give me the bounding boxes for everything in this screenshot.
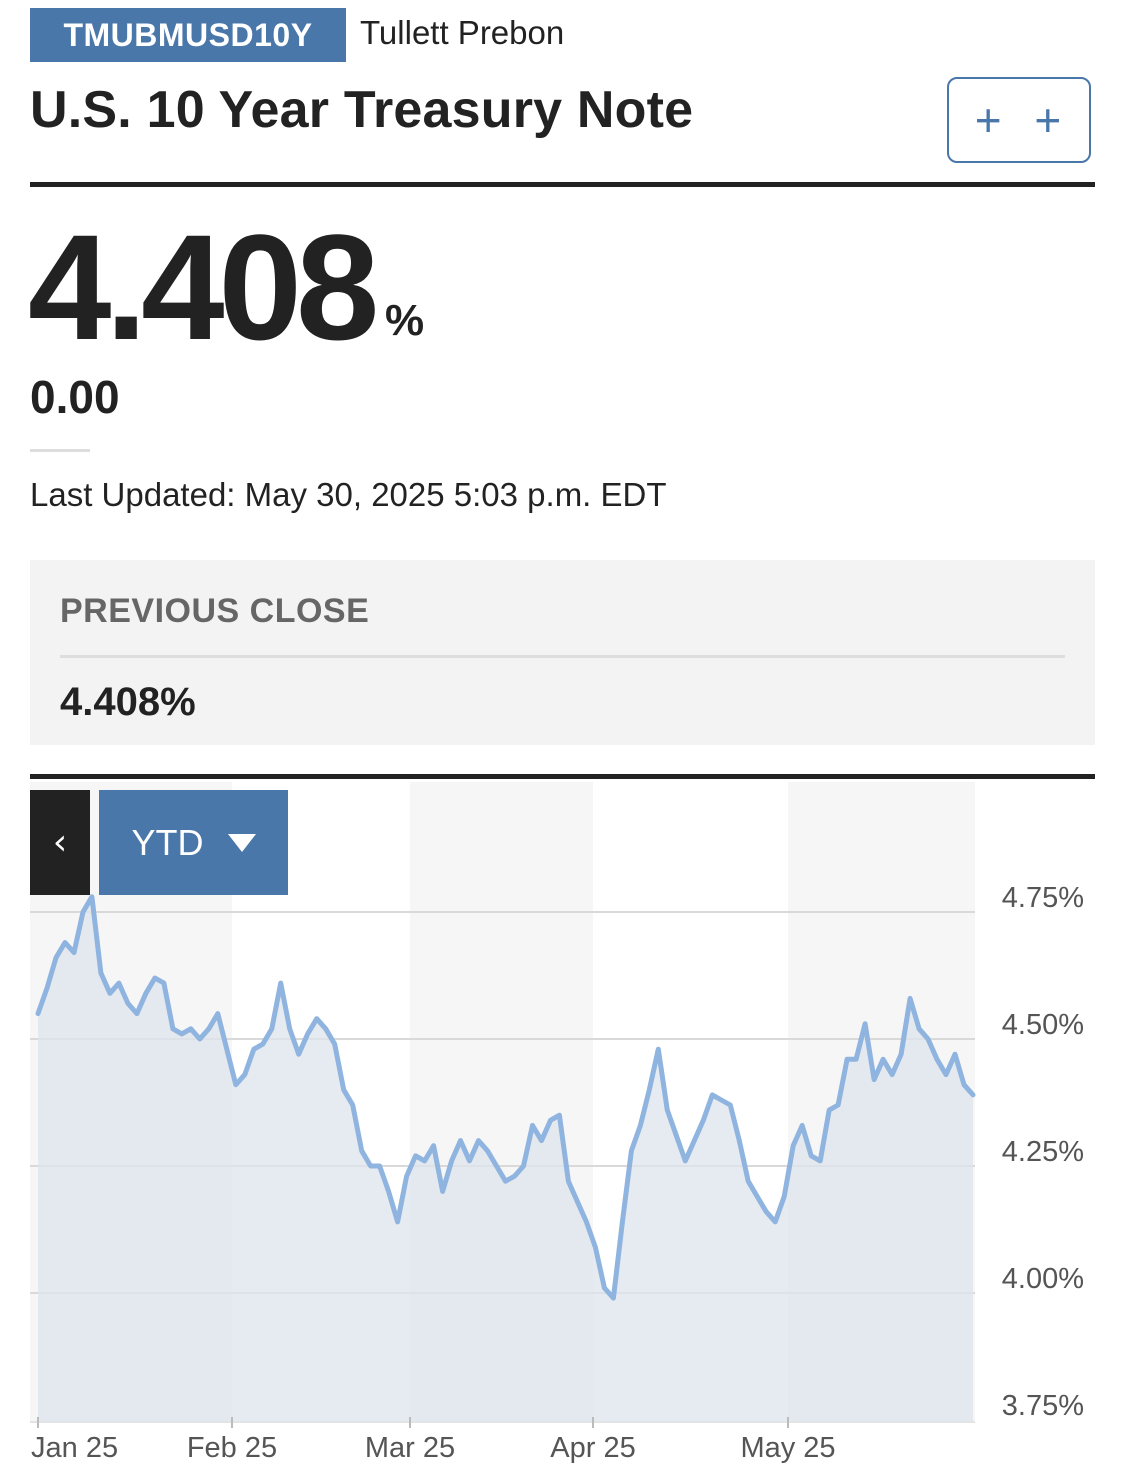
range-selector[interactable]: YTD — [99, 790, 288, 895]
chart-back-button[interactable]: ‹ — [30, 790, 90, 895]
x-tick-label: Jan 25 — [31, 1432, 118, 1464]
y-tick-label: 4.75% — [1002, 882, 1084, 914]
previous-close-value: 4.408% — [60, 680, 196, 724]
x-tick-label: Mar 25 — [365, 1432, 455, 1464]
ticker-symbol: TMUBMUSD10Y — [30, 8, 346, 62]
page-title: U.S. 10 Year Treasury Note — [30, 81, 694, 139]
x-tick-label: May 25 — [740, 1432, 835, 1464]
y-tick-label: 4.25% — [1002, 1136, 1084, 1168]
caret-down-icon — [227, 833, 256, 852]
x-tick-label: Apr 25 — [550, 1432, 635, 1464]
chevron-left-icon: ‹ — [52, 822, 68, 863]
yield-change: 0.00 — [30, 371, 120, 423]
series-area — [38, 896, 973, 1422]
y-tick-label: 4.00% — [1002, 1263, 1084, 1295]
previous-close-panel — [30, 560, 1095, 745]
previous-close-label: PREVIOUS CLOSE — [60, 592, 370, 630]
previous-close-divider — [60, 655, 1065, 658]
y-tick-label: 4.50% — [1002, 1009, 1084, 1041]
data-source: Tullett Prebon — [360, 14, 565, 51]
yield-unit: % — [385, 296, 425, 345]
chart-divider — [30, 774, 1095, 779]
add-to-watchlist-button[interactable]: + + — [947, 77, 1091, 163]
last-updated: Last Updated: May 30, 2025 5:03 p.m. EDT — [30, 476, 667, 513]
x-tick-label: Feb 25 — [187, 1432, 277, 1464]
range-label: YTD — [131, 821, 204, 863]
series-line — [35, 894, 976, 1301]
header-divider — [30, 182, 1095, 187]
y-tick-label: 3.75% — [1002, 1390, 1084, 1422]
current-yield: 4.408 — [28, 203, 379, 371]
change-divider — [30, 449, 90, 452]
